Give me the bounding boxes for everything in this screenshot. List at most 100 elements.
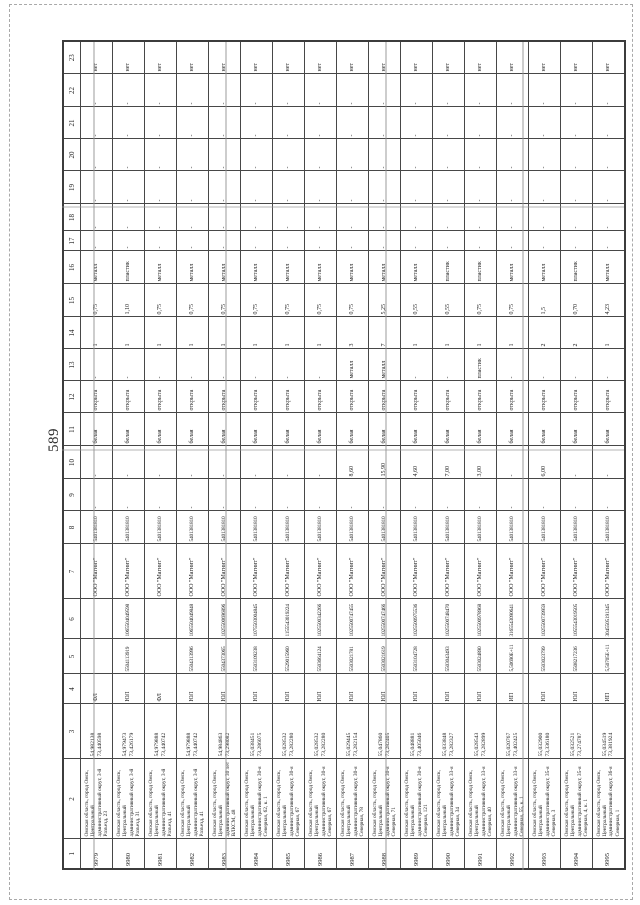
cell-col14: 1	[464, 317, 497, 349]
cell-col10: -	[80, 446, 113, 479]
cell-col13: -	[432, 349, 465, 381]
cell-col22: -	[368, 74, 401, 107]
table-row: 9979 Омская область, город Омск, Централь…	[80, 41, 113, 869]
cell-col6: 1025500739959	[528, 599, 561, 639]
cell-col3: 55,028543 73,282899	[464, 704, 497, 759]
cell-col22: -	[208, 74, 241, 107]
cell-col8: 5401381810	[112, 511, 145, 544]
cell-col5: 5508217236	[560, 639, 593, 674]
cell-col3: 55,048881 73,405046	[400, 704, 433, 759]
cell-col15: 5,25	[368, 284, 401, 317]
cell-col1: 9980	[112, 839, 145, 869]
cell-col18: -	[560, 204, 593, 231]
cell-col1: 9981	[144, 839, 177, 869]
cell-col17: -	[432, 231, 465, 251]
cell-col13: -	[144, 349, 177, 381]
cell-col12: открыта	[368, 381, 401, 413]
cell-col22: -	[336, 74, 369, 107]
cell-col10: 7,00	[432, 446, 465, 479]
cell-col13: -	[592, 349, 625, 381]
cell-col19: -	[528, 171, 561, 204]
cell-col2: Омская область, город Омск, Центральный …	[592, 759, 625, 839]
cell-col2: Омская область, город Омск, Центральный …	[528, 759, 561, 839]
cell-col18: -	[176, 204, 209, 231]
cell-col15: 0,75	[336, 284, 369, 317]
cell-col13: пластик	[464, 349, 497, 381]
cell-col4: ИП	[592, 674, 625, 704]
cell-col10: 3,00	[464, 446, 497, 479]
cell-col22: -	[528, 74, 561, 107]
cell-col20: -	[112, 139, 145, 171]
cell-col5: 5503021619	[368, 639, 401, 674]
cell-col10: -	[272, 446, 305, 479]
cell-col1: 9982	[176, 839, 209, 869]
cell-col5: 5,50690E+11	[496, 639, 529, 674]
cell-col3: 55,047860 73,282405	[368, 704, 401, 759]
cell-col15: 0,75	[240, 284, 273, 317]
cell-col7: ООО "Магнит"	[496, 544, 529, 599]
column-header-13: 13	[63, 349, 81, 381]
table-row: 9982 Омская область, город Омск, Централь…	[176, 41, 209, 869]
cell-col21: -	[80, 107, 113, 139]
cell-col16: металл	[400, 251, 433, 284]
cell-col2: Омская область, город Омск, Центральный …	[272, 759, 305, 839]
column-header-16: 16	[63, 251, 81, 284]
cell-col8: 5401381810	[560, 511, 593, 544]
cell-col11: белая	[240, 413, 273, 446]
cell-col4: ЮЛ	[400, 674, 433, 704]
cell-col1: 9987	[336, 839, 369, 869]
cell-col2: Омская область, город Омск, Центральный …	[336, 759, 369, 839]
cell-col16: металл	[144, 251, 177, 284]
cell-col1: 9989	[400, 839, 433, 869]
cell-col13: -	[240, 349, 273, 381]
cell-col6	[144, 599, 177, 639]
cell-col3: 54,979888 73,440742	[144, 704, 177, 759]
cell-col8: 5401381810	[304, 511, 337, 544]
cell-col13: -	[80, 349, 113, 381]
cell-col5: 5503021781	[336, 639, 369, 674]
column-header-17: 17	[63, 231, 81, 251]
cell-col9: -	[432, 479, 465, 511]
cell-col3: 54,979888 73,440742	[176, 704, 209, 759]
cell-col19: -	[592, 171, 625, 204]
cell-col16: металл	[80, 251, 113, 284]
cell-col19: -	[112, 171, 145, 204]
cell-col7: ООО "Магнит"	[368, 544, 401, 599]
cell-col6: 1025500747466	[368, 599, 401, 639]
cell-col2: Омская область, город Омск, Центральный …	[144, 759, 177, 839]
cell-col21: -	[592, 107, 625, 139]
cell-col11: белая	[176, 413, 209, 446]
cell-col4: ЮЛ	[432, 674, 465, 704]
cell-col8: 5401381810	[80, 511, 113, 544]
cell-col2: Омская область, город Омск, Центральный …	[368, 759, 401, 839]
cell-col18: -	[368, 204, 401, 231]
cell-col18: -	[496, 204, 529, 231]
cell-col15: 0,75	[496, 284, 529, 317]
cell-col16: пластик	[112, 251, 145, 284]
cell-col3: 55,038451 73,286075	[240, 704, 273, 759]
cell-col17: -	[368, 231, 401, 251]
cell-col3: 55,032900 73,336180	[528, 704, 561, 759]
cell-col14: 1	[432, 317, 465, 349]
cell-col8: 5401381810	[496, 511, 529, 544]
cell-col19: -	[240, 171, 273, 204]
cell-col12: открыта	[144, 381, 177, 413]
cell-col3: 55,029445 73,282154	[336, 704, 369, 759]
column-header-19: 19	[63, 171, 81, 204]
cell-col16: металл	[240, 251, 273, 284]
cell-col11: белая	[336, 413, 369, 446]
cell-col2: Омская область, город Омск, Центральный …	[496, 759, 529, 839]
cell-col16: металл	[272, 251, 305, 284]
cell-col21: -	[240, 107, 273, 139]
column-header-2: 2	[63, 759, 81, 839]
cell-col2: Омская область, город Омск, Центральный …	[112, 759, 145, 839]
cell-col10: 4,60	[400, 446, 433, 479]
cell-col17: -	[112, 231, 145, 251]
cell-col16: металл	[304, 251, 337, 284]
cell-col23: нет	[112, 41, 145, 74]
cell-col22: -	[144, 74, 177, 107]
table-row: 9985 Омская область, город Омск, Централь…	[272, 41, 305, 869]
cell-col19: -	[464, 171, 497, 204]
cell-col20: -	[176, 139, 209, 171]
cell-col14: 7	[368, 317, 401, 349]
